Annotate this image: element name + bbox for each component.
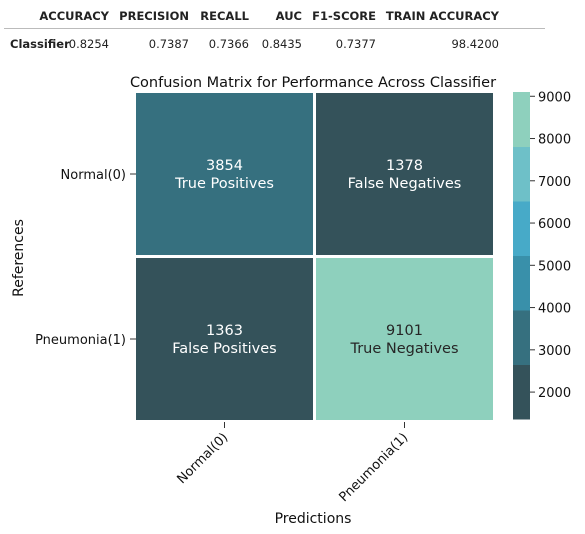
col-header-accuracy: ACCURACY	[39, 9, 109, 23]
cell-precision: 0.7387	[148, 37, 189, 51]
col-header-f1-score: F1-SCORE	[312, 9, 376, 23]
x-tick-label: Pneumonia(1)	[336, 430, 411, 505]
x-axis: Normal(0) Pneumonia(1)	[174, 422, 411, 505]
table-divider	[4, 28, 545, 29]
row-label-classifier: Classifier	[10, 37, 70, 51]
col-header-recall: RECALL	[200, 9, 249, 23]
cell-category-label: False Negatives	[348, 176, 462, 192]
colorbar: 2000 3000 4000 5000 6000 7000 8000 9000	[513, 90, 571, 420]
col-header-auc: AUC	[275, 9, 302, 23]
colorbar-segment	[513, 310, 530, 365]
colorbar-tick-label: 5000	[538, 259, 571, 274]
heatmap-cell	[316, 258, 493, 420]
y-axis: Normal(0) Pneumonia(1)	[35, 168, 136, 348]
chart-title: Confusion Matrix for Performance Across …	[130, 75, 496, 91]
y-axis-label: References	[11, 219, 27, 297]
colorbar-tick-label: 4000	[538, 302, 571, 317]
cell-train-accuracy: 98.4200	[451, 37, 499, 51]
cell-f1-score: 0.7377	[335, 37, 376, 51]
colorbar-tick-label: 7000	[538, 175, 571, 190]
colorbar-segment	[513, 201, 530, 256]
cell-value-label: 9101	[386, 323, 423, 339]
colorbar-tick-label: 8000	[538, 133, 571, 148]
col-header-precision: PRECISION	[119, 9, 189, 23]
colorbar-segment	[513, 255, 530, 311]
cell-category-label: False Positives	[172, 341, 276, 357]
x-axis-label: Predictions	[275, 511, 352, 527]
col-header-train-accuracy: TRAIN ACCURACY	[385, 9, 499, 23]
y-tick-label: Normal(0)	[61, 168, 126, 183]
cell-category-label: True Negatives	[349, 341, 458, 357]
metrics-table: ACCURACY PRECISION RECALL AUC F1-SCORE T…	[0, 0, 545, 60]
colorbar-tick-label: 6000	[538, 217, 571, 232]
heatmap-cell	[136, 93, 313, 255]
cell-accuracy: 0.8254	[68, 37, 109, 51]
heatmap-cells: 3854 True Positives 1378 False Negatives 136…	[136, 93, 493, 420]
cell-recall: 0.7366	[208, 37, 249, 51]
cell-value-label: 1363	[206, 323, 243, 339]
cell-category-label: True Positives	[174, 176, 274, 192]
colorbar-segment	[513, 364, 530, 420]
colorbar-tick-label: 2000	[538, 386, 571, 401]
colorbar-tick-label: 9000	[538, 90, 571, 105]
cell-value-label: 3854	[206, 158, 243, 174]
y-tick-label: Pneumonia(1)	[35, 333, 126, 348]
colorbar-segment	[513, 92, 530, 147]
colorbar-tick-label: 3000	[538, 344, 571, 359]
heatmap-cell	[316, 93, 493, 255]
cell-auc: 0.8435	[261, 37, 302, 51]
cell-value-label: 1378	[386, 158, 423, 174]
x-tick-label: Normal(0)	[174, 430, 231, 487]
colorbar-segment	[513, 146, 530, 202]
heatmap-cell	[136, 258, 313, 420]
